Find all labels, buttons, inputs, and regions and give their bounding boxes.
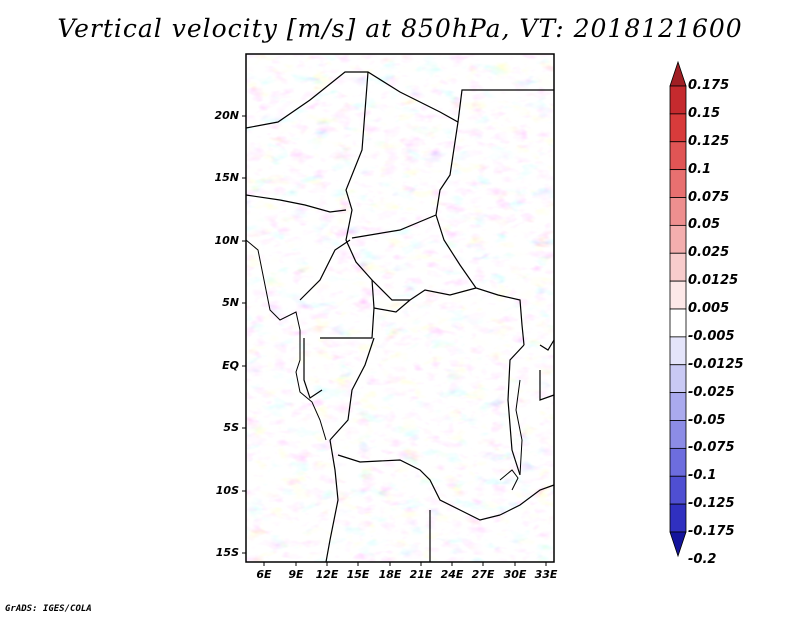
- colorbar-segment: [669, 420, 687, 449]
- colorbar-label: 0.125: [688, 133, 730, 149]
- lon-label-6e: 6E: [256, 568, 272, 581]
- lon-label-21e: 21E: [409, 568, 433, 581]
- lon-ticks: [263, 562, 547, 566]
- colorbar-bottom-arrow: [669, 531, 687, 558]
- colorbar-segment: [669, 392, 687, 421]
- colorbar-segment: [669, 280, 687, 310]
- coastline: [245, 239, 523, 491]
- colorbar-label: 0.005: [688, 301, 730, 316]
- lat-label-10n: 10N: [214, 234, 239, 247]
- colorbar: [669, 60, 687, 558]
- lon-label-33e: 33E: [534, 568, 558, 581]
- colorbar-label: -0.175: [688, 524, 735, 539]
- lat-label-5s: 5S: [223, 421, 239, 434]
- colorbar-segment: [669, 197, 687, 226]
- colorbar-segment: [669, 169, 687, 198]
- colorbar-segment: [669, 224, 687, 254]
- lat-ticks: [242, 115, 246, 554]
- colorbar-label: 0.05: [688, 217, 721, 233]
- colorbar-label: 0.1: [688, 161, 712, 177]
- colorbar-label: -0.0125: [688, 356, 744, 372]
- colorbar-label: -0.05: [688, 412, 726, 428]
- lon-label-24e: 24E: [440, 568, 464, 581]
- lon-label-27e: 27E: [471, 568, 495, 581]
- colorbar-label: -0.1: [688, 468, 717, 484]
- lat-label-15n: 15N: [214, 171, 239, 184]
- country-borders: [245, 71, 555, 563]
- lon-label-15e: 15E: [346, 568, 370, 581]
- colorbar-label: -0.125: [688, 496, 735, 512]
- colorbar-segment: [669, 308, 687, 338]
- colorbar-segment: [669, 141, 687, 171]
- lon-label-12e: 12E: [315, 568, 339, 581]
- colorbar-segment: [669, 503, 687, 533]
- colorbar-label: 0.175: [688, 78, 730, 93]
- map-frame: [245, 53, 555, 563]
- lon-label-30e: 30E: [503, 568, 527, 581]
- colorbar-segment: [669, 113, 687, 143]
- lat-label-5n: 5N: [222, 296, 239, 309]
- colorbar-label: 0.075: [688, 189, 730, 205]
- colorbar-label: -0.025: [688, 384, 735, 400]
- colorbar-label: -0.005: [688, 328, 735, 344]
- colorbar-label: 0.15: [688, 105, 721, 121]
- colorbar-segment: [669, 336, 687, 366]
- grads-credit: GrADS: IGES/COLA: [5, 604, 92, 614]
- lon-label-9e: 9E: [288, 568, 304, 581]
- colorbar-segment: [669, 85, 687, 115]
- lat-label-10s: 10S: [215, 484, 239, 497]
- map-title: Vertical velocity [m/s] at 850hPa, VT: 2…: [57, 14, 743, 43]
- colorbar-label: -0.075: [688, 440, 735, 456]
- colorbar-segment: [669, 475, 687, 505]
- lon-label-18e: 18E: [378, 568, 402, 581]
- colorbar-top-arrow: [669, 60, 687, 87]
- colorbar-segment: [669, 364, 687, 394]
- lat-label-15s: 15S: [215, 546, 239, 559]
- colorbar-label: 0.025: [688, 245, 730, 261]
- colorbar-label: 0.0125: [688, 273, 739, 289]
- lat-label-eq: EQ: [222, 359, 239, 372]
- colorbar-segment: [669, 252, 687, 282]
- lat-label-20n: 20N: [214, 109, 239, 122]
- colorbar-segment: [669, 447, 687, 477]
- colorbar-label: -0.2: [688, 551, 717, 567]
